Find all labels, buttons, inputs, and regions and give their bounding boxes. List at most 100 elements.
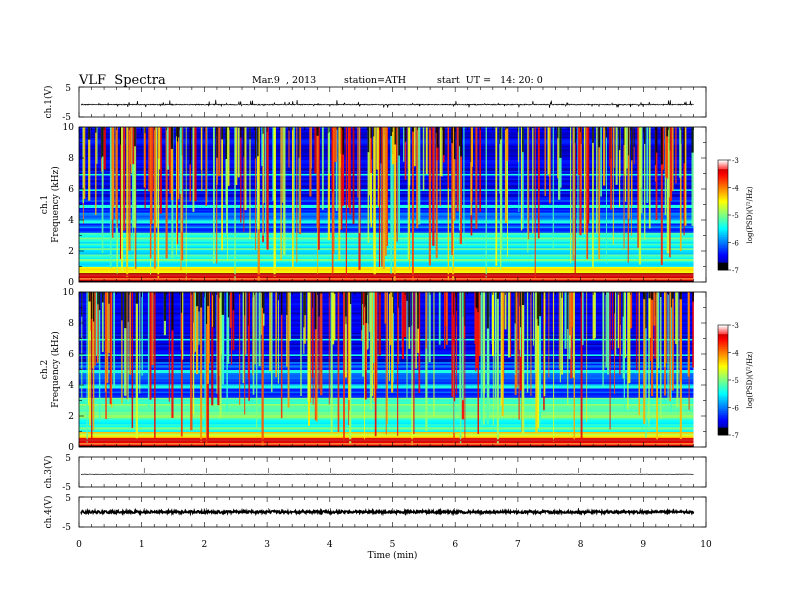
ch2-spectrogram-ytick: 4 bbox=[68, 381, 74, 391]
ch2-spectrogram-streak bbox=[124, 292, 127, 396]
ch1-spectrogram-streak bbox=[380, 127, 382, 268]
ch1-spectrogram-streak bbox=[249, 127, 251, 239]
ch2-spectrogram-streak bbox=[113, 292, 115, 388]
ch1-spectrogram-colorbar-cell bbox=[718, 248, 728, 251]
ch2-spectrogram-streak bbox=[425, 292, 428, 432]
ch2-spectrogram-streak-dark bbox=[453, 292, 455, 315]
ch2-spectrogram-image bbox=[79, 292, 694, 448]
ch1-spectrogram-streak bbox=[309, 127, 312, 197]
ch1-spectrogram-streak bbox=[432, 127, 435, 246]
ch1-spectrogram-streak bbox=[603, 127, 606, 186]
ch2-spectrogram-streak-dark bbox=[679, 292, 682, 300]
ch2-spectrogram-streak-dark bbox=[81, 292, 83, 317]
ch1-spectrogram-streak bbox=[368, 127, 370, 196]
ch1-spectrogram-streak-dark bbox=[257, 127, 259, 157]
ch2-spectrogram-colorbar-cell bbox=[718, 350, 728, 353]
ch1-spectrogram-streak bbox=[548, 127, 551, 177]
ch2-spectrogram-streak bbox=[365, 292, 368, 371]
ch1-spectrogram-streak bbox=[111, 127, 114, 220]
ch2-spectrogram-streak-dark bbox=[464, 292, 466, 327]
ch1-spectrogram-streak bbox=[101, 127, 104, 253]
ch2-spectrogram-streak bbox=[692, 292, 694, 368]
ch1-spectrogram-streak bbox=[244, 127, 247, 211]
ch1-spectrogram-streak-dark bbox=[390, 127, 392, 136]
ch1-spectrogram-streak bbox=[373, 127, 376, 276]
ch2-spectrogram-streak bbox=[343, 292, 345, 442]
ch2-spectrogram-colorbar-cell bbox=[718, 420, 728, 423]
ch1-spectrogram-colorbar-cell bbox=[718, 238, 728, 242]
ch2-spectrogram-colorbar-cell bbox=[718, 334, 728, 337]
ch1-spectrogram-streak-dark bbox=[240, 127, 242, 138]
ch2-spectrogram-streak bbox=[127, 292, 129, 402]
ch1-spectrogram-image bbox=[79, 127, 694, 283]
ch2-spectrogram-colorbar-cell bbox=[718, 328, 728, 331]
ch1-spectrogram-streak bbox=[331, 127, 334, 274]
ch1-spectrogram-streak-dark bbox=[404, 127, 407, 142]
ch2-spectrogram-colorbar-cell bbox=[718, 402, 728, 405]
ch4-waveform-ytick: -5 bbox=[62, 523, 71, 533]
ch1-spectrogram-streak bbox=[428, 127, 431, 266]
ch1-spectrogram-streak bbox=[367, 127, 370, 243]
ch1-spectrogram-streak bbox=[176, 127, 179, 245]
ch1-spectrogram-colorbar-cell bbox=[718, 171, 728, 174]
ch2-spectrogram-streak bbox=[227, 292, 230, 364]
ch1-spectrogram-streak-dark bbox=[666, 127, 669, 137]
ch2-spectrogram-colorbar-label: log(PSD)(V²/Hz) bbox=[746, 351, 754, 408]
ch1-spectrogram-ytick: 10 bbox=[63, 123, 75, 133]
ch1-spectrogram-streak bbox=[413, 127, 416, 167]
ch1-spectrogram-colorbar-cell bbox=[718, 191, 728, 194]
ch1-spectrogram-streak bbox=[201, 127, 203, 192]
ch2-spectrogram-streak bbox=[207, 292, 209, 384]
ch2-spectrogram-streak bbox=[254, 292, 256, 365]
ch1-spectrogram-streak bbox=[225, 127, 228, 205]
ch2-spectrogram-colorbar-cell bbox=[718, 369, 728, 372]
ch1-spectrogram-colorbar-cell bbox=[718, 160, 728, 163]
ch2-spectrogram-streak bbox=[111, 292, 113, 408]
ch2-spectrogram-streak bbox=[453, 292, 456, 402]
ch1-spectrogram-streak bbox=[181, 127, 184, 261]
ch2-spectrogram-streak bbox=[474, 292, 476, 344]
ch2-spectrogram-streak bbox=[89, 292, 91, 426]
ch2-spectrogram-streak bbox=[670, 292, 672, 413]
ch2-spectrogram-streak-dark bbox=[227, 292, 230, 318]
ch2-spectrogram-streak bbox=[476, 292, 479, 368]
ch2-spectrogram-streak-dark bbox=[286, 292, 288, 315]
ch2-spectrogram-streak bbox=[86, 292, 88, 443]
ch2-spectrogram-colorbar-cell bbox=[718, 409, 728, 412]
ch1-spectrogram-line bbox=[79, 278, 694, 280]
ch1-spectrogram-colorbar-cell bbox=[718, 218, 728, 221]
ch2-spectrogram-colorbar-cell bbox=[718, 431, 728, 434]
ch1-spectrogram-streak bbox=[407, 127, 410, 260]
ch1-spectrogram-streak bbox=[358, 127, 360, 233]
ch1-spectrogram-streak bbox=[116, 127, 118, 228]
plot-title: VLF Spectra bbox=[79, 73, 166, 88]
ch2-spectrogram-colorbar-cell bbox=[718, 391, 728, 394]
ch1-spectrogram-colorbar-cell bbox=[718, 183, 728, 187]
ch1-spectrogram-streak bbox=[609, 127, 611, 167]
ch2-spectrogram-streak bbox=[438, 292, 441, 345]
ch2-spectrogram-colorbar-cell bbox=[718, 413, 728, 416]
ch2-spectrogram-streak bbox=[514, 292, 516, 375]
ch2-spectrogram-streak-dark bbox=[520, 292, 522, 328]
ch1-spectrogram-streak bbox=[452, 127, 455, 281]
ch1-spectrogram-colorbar-cell bbox=[718, 202, 728, 205]
ch2-spectrogram-colorbar-cell bbox=[718, 429, 728, 432]
ch1-spectrogram-streak bbox=[109, 127, 112, 268]
ch2-spectrogram-colorbar-cell bbox=[718, 392, 728, 396]
ch1-spectrogram-streak-dark bbox=[522, 127, 524, 153]
ch1-spectrogram-streak bbox=[266, 127, 269, 250]
ch2-spectrogram-streak bbox=[196, 292, 199, 375]
ch2-spectrogram-streak-dark bbox=[121, 292, 123, 321]
ch1-spectrogram-streak bbox=[522, 127, 524, 229]
ch1-spectrogram-colorbar-cell bbox=[718, 222, 728, 225]
ch2-spectrogram-streak-dark bbox=[247, 292, 249, 326]
ch2-spectrogram-colorbar-cell bbox=[718, 383, 728, 386]
ch1-spectrogram-streak bbox=[123, 127, 126, 231]
ch1-spectrogram-line bbox=[79, 280, 694, 282]
ch2-spectrogram-streak-dark bbox=[622, 292, 625, 317]
ch1-spectrogram-streak bbox=[373, 127, 375, 259]
ch2-spectrogram-streak bbox=[538, 292, 542, 424]
ch1-spectrogram-streak bbox=[606, 127, 607, 264]
ch2-spectrogram-streak bbox=[648, 292, 651, 338]
ch1-spectrogram-streak-dark bbox=[574, 127, 576, 144]
